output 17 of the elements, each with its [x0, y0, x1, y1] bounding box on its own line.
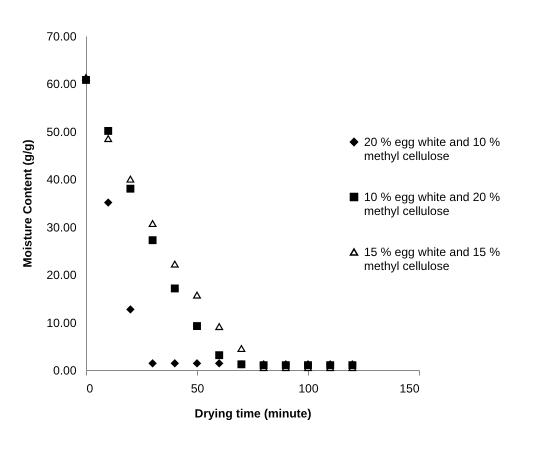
y-axis-title: Moisture Content (g/g)	[20, 140, 34, 268]
y-tick-label: 60.00	[46, 77, 77, 92]
y-tick-label: 70.00	[46, 30, 77, 44]
y-tick-label: 40.00	[46, 172, 77, 187]
legend-label: 15 % egg white and 15 % methyl cellulose	[364, 245, 500, 273]
x-axis-title: Drying time (minute)	[194, 406, 312, 420]
y-tick-label: 10.00	[46, 316, 77, 330]
legend-label: 10 % egg white and 20 % methyl cellulose	[364, 190, 500, 218]
x-tick-label: 50	[190, 382, 204, 396]
y-tick-label: 20.00	[46, 268, 77, 282]
x-tick-label: 0	[86, 382, 94, 396]
y-tick-label: 0.00	[53, 364, 77, 378]
x-tick-label: 150	[399, 382, 420, 396]
legend-label: 20 % egg white and 10 % methyl cellulose	[364, 135, 500, 163]
x-tick-label: 100	[298, 382, 319, 396]
y-tick-label: 50.00	[46, 124, 77, 139]
y-tick-label: 30.00	[46, 220, 77, 234]
